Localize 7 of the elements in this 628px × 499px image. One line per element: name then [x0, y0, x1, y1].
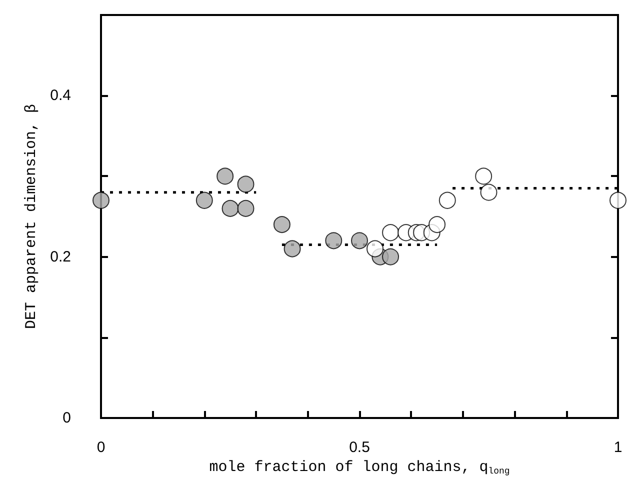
y-tick-label: 0.4: [50, 87, 71, 104]
x-tick-label: 0.5: [349, 439, 370, 456]
y-tick-label: 0.2: [50, 248, 71, 266]
x-tick-label: 1: [614, 439, 622, 456]
y-tick-label: 0: [62, 410, 71, 426]
x-tick-label: 0: [96, 439, 106, 456]
y-axis-title: DET apparent dimension, β: [23, 104, 40, 330]
